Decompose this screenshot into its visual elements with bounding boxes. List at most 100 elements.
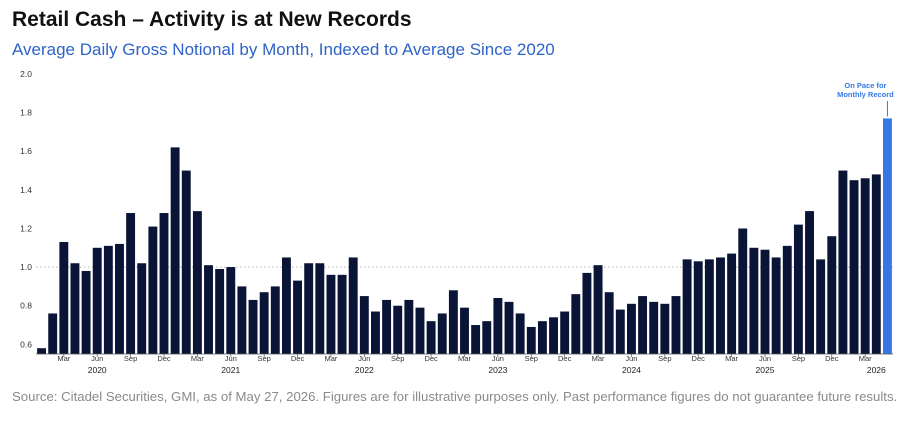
bar <box>393 305 403 354</box>
bar <box>259 292 269 354</box>
bar <box>159 213 169 354</box>
x-tick-label: Sep <box>792 354 805 363</box>
source-footnote: Source: Citadel Securities, GMI, as of M… <box>12 389 898 404</box>
x-tick-label: Sep <box>257 354 270 363</box>
bar <box>192 211 202 354</box>
x-tick-label: Jun <box>492 354 504 363</box>
y-tick-label: 2.0 <box>20 69 32 79</box>
bar-chart: 0.6 0.8 1.0 1.2 1.4 1.6 1.8 2.0 Mar Jun Sep Dec Mar J… <box>20 69 894 375</box>
annotation-text: On Pace for <box>844 81 886 90</box>
bar <box>348 257 358 354</box>
bar <box>704 259 714 354</box>
year-label: 2024 <box>622 365 641 375</box>
x-tick-label: Mar <box>458 354 471 363</box>
bar <box>92 247 102 354</box>
x-tick-label: Jun <box>358 354 370 363</box>
x-tick-label: Dec <box>157 354 171 363</box>
y-tick-label: 1.0 <box>20 262 32 272</box>
bar <box>827 236 837 354</box>
bar <box>137 263 147 354</box>
bar <box>526 326 536 354</box>
bar <box>593 265 603 354</box>
x-tick-label: Dec <box>291 354 305 363</box>
bar <box>649 301 659 354</box>
bar <box>626 303 636 354</box>
bar <box>337 274 347 354</box>
x-tick-label: Dec <box>825 354 839 363</box>
bar <box>504 301 514 354</box>
bar <box>281 257 291 354</box>
bar <box>638 296 648 354</box>
bar <box>493 298 503 354</box>
bar <box>181 170 191 354</box>
bar <box>326 274 336 354</box>
bar <box>549 317 558 354</box>
x-tick-label: Dec <box>692 354 706 363</box>
bar <box>115 243 124 354</box>
bar <box>615 309 625 354</box>
bar <box>571 294 581 354</box>
x-tick-label: Sep <box>124 354 137 363</box>
y-tick-label: 0.8 <box>20 301 32 311</box>
bar <box>371 311 380 354</box>
bar <box>59 242 69 354</box>
x-tick-label: Jun <box>225 354 237 363</box>
bar <box>738 228 748 354</box>
x-tick-label: Dec <box>424 354 438 363</box>
y-tick-label: 1.8 <box>20 108 32 118</box>
bar <box>170 147 180 354</box>
bar <box>248 299 258 354</box>
bar <box>103 245 113 354</box>
x-tick-label: Sep <box>391 354 404 363</box>
bar <box>270 286 280 354</box>
bar <box>660 303 670 354</box>
bar <box>604 292 614 354</box>
year-label: 2023 <box>488 365 507 375</box>
bar <box>671 296 681 354</box>
bar <box>215 269 225 354</box>
bar <box>293 280 303 354</box>
bar <box>448 290 458 354</box>
bar <box>359 296 369 354</box>
bar <box>849 180 859 354</box>
bar <box>404 299 414 354</box>
bar <box>426 321 436 354</box>
bar <box>537 321 547 354</box>
bar <box>237 286 247 354</box>
bar <box>782 245 792 354</box>
bar <box>437 313 447 354</box>
chart-title: Retail Cash – Activity is at New Records <box>12 8 412 31</box>
x-tick-label: Mar <box>324 354 337 363</box>
bar <box>148 226 158 354</box>
bar <box>471 325 481 354</box>
chart-subtitle: Average Daily Gross Notional by Month, I… <box>12 40 555 59</box>
x-tick-label: Dec <box>558 354 572 363</box>
bar <box>48 313 58 354</box>
bar <box>415 307 425 354</box>
x-tick-label: Sep <box>525 354 538 363</box>
bar <box>126 213 136 354</box>
x-tick-label: Jun <box>91 354 103 363</box>
bar <box>860 178 870 354</box>
bar <box>838 170 848 354</box>
bar <box>37 348 47 354</box>
bar <box>805 211 814 354</box>
y-tick-label: 1.2 <box>20 223 32 233</box>
x-tick-label: Mar <box>57 354 70 363</box>
x-tick-label: Mar <box>191 354 204 363</box>
bar <box>760 249 770 354</box>
bar <box>716 257 725 354</box>
bar <box>304 263 314 354</box>
bar-highlight <box>882 118 892 355</box>
x-tick-label: Mar <box>859 354 872 363</box>
year-label: 2022 <box>355 365 374 375</box>
bar <box>482 321 492 354</box>
year-label: 2020 <box>88 365 107 375</box>
bar <box>382 299 392 354</box>
bar <box>226 267 236 354</box>
x-tick-label: Jun <box>759 354 771 363</box>
x-tick-label: Mar <box>592 354 605 363</box>
bar <box>515 313 525 354</box>
y-tick-label: 1.6 <box>20 146 32 156</box>
bar <box>771 257 781 354</box>
